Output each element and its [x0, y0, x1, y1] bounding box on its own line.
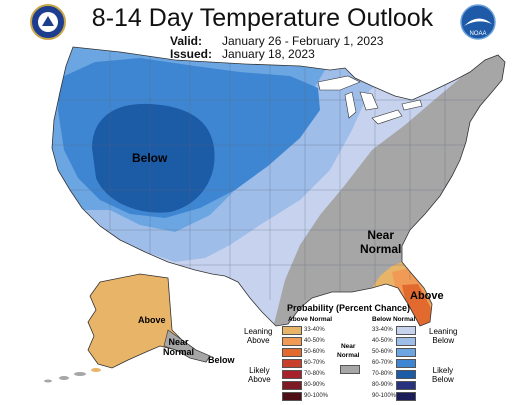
legend-above-swatch [282, 370, 302, 379]
alaska-above-label: Above [138, 315, 166, 325]
legend-above-label: 40-50% [304, 338, 325, 344]
legend-near-normal: Near Normal [337, 343, 360, 359]
alaska-near-normal-label: Near Normal [163, 337, 195, 357]
conus-near-normal-label: Near Normal [360, 228, 402, 256]
noaa-seal-icon [30, 4, 66, 40]
great-lakes [317, 75, 423, 125]
aleutian-islands [44, 368, 101, 383]
legend-above-label: 60-70% [304, 360, 325, 366]
legend-below-label: 33-40% [372, 327, 393, 333]
legend-leaning-above: Leaning Above [244, 327, 273, 345]
legend-near-normal-swatch [340, 365, 360, 374]
legend-above-swatch [282, 392, 302, 401]
legend-below-swatch [396, 348, 416, 357]
legend-title: Probability (Percent Chance) [287, 303, 411, 313]
legend-below-swatch [396, 381, 416, 390]
alaska-near-normal-region [163, 329, 211, 363]
below-70-80-region [92, 103, 215, 213]
legend-below-label: 60-70% [372, 360, 393, 366]
issued-value: January 18, 2023 [222, 47, 315, 61]
legend-above-swatch [282, 337, 302, 346]
conus-below-label: Below [132, 151, 168, 165]
legend-above-swatch [282, 359, 302, 368]
legend-below-swatch [396, 370, 416, 379]
legend-above-header: Above Normal [288, 316, 333, 323]
page-title: 8-14 Day Temperature Outlook [91, 4, 434, 32]
legend-above-swatch [282, 348, 302, 357]
legend-below-swatch [396, 337, 416, 346]
legend-below-header: Below Normal [372, 316, 416, 323]
legend-below-label: 90-100% [372, 393, 397, 399]
legend-above-label: 70-80% [304, 371, 325, 377]
legend-below-label: 70-80% [372, 371, 393, 377]
valid-label: Valid: [170, 34, 203, 48]
legend-likely-above: Likely Above [248, 366, 271, 384]
legend-above-label: 50-60% [304, 349, 325, 355]
legend-below-label: 40-50% [372, 338, 393, 344]
legend-above-label: 33-40% [304, 327, 325, 333]
issued-label: Issued: [170, 47, 213, 61]
legend-above-label: 90-100% [304, 393, 329, 399]
conus-outline [51, 46, 506, 327]
legend-below-label: 80-90% [372, 382, 393, 388]
alaska-below-label: Below [208, 355, 235, 365]
valid-value: January 26 - February 1, 2023 [222, 34, 384, 48]
legend-leaning-below: Leaning Below [429, 327, 458, 345]
noaa-logo-text: NOAA [469, 31, 486, 37]
legend-below-swatch [396, 359, 416, 368]
legend-below-label: 50-60% [372, 349, 393, 355]
legend-above-swatch [282, 326, 302, 335]
date-block: Valid: January 26 - February 1, 2023 Issu… [170, 35, 383, 61]
legend-below-swatch [396, 326, 416, 335]
noaa-bird-icon: NOAA [460, 4, 496, 40]
legend-above-swatch [282, 381, 302, 390]
florida-above-label: Above [410, 290, 444, 302]
legend-below-swatch [396, 392, 416, 401]
legend-above-label: 80-90% [304, 382, 325, 388]
legend-likely-below: Likely Below [432, 366, 454, 384]
